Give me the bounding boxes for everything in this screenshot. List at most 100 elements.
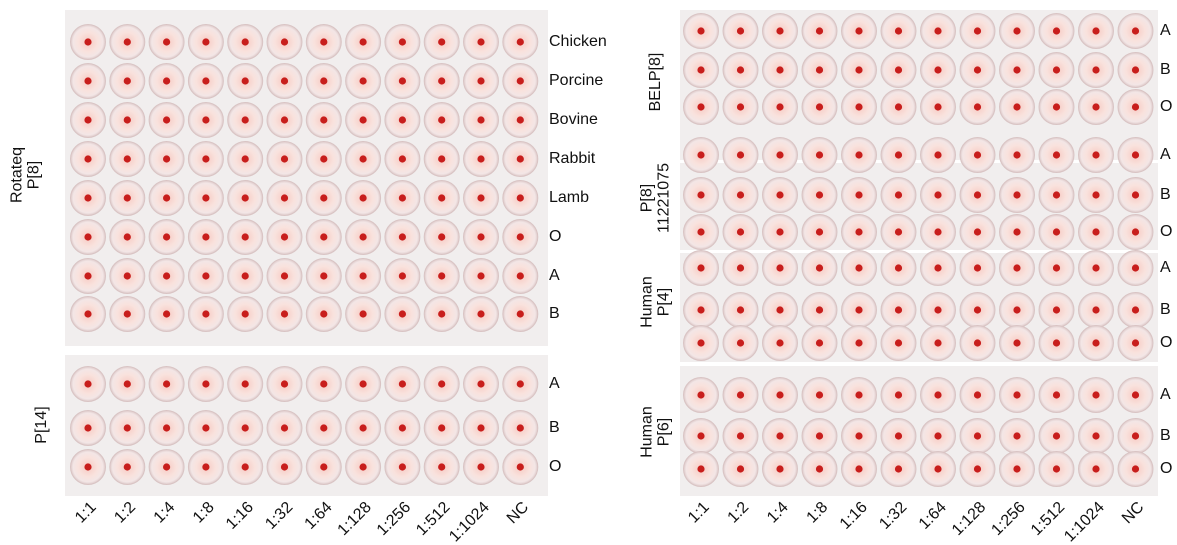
well-dot — [697, 339, 704, 346]
well-dot — [517, 380, 524, 387]
well-dot — [360, 116, 367, 123]
panel-label: Human — [639, 276, 656, 328]
well-dot — [360, 233, 367, 240]
well-dot — [281, 310, 288, 317]
well-dot — [202, 38, 209, 45]
panel-label: Human — [639, 406, 656, 458]
dilution-label: 1:8 — [190, 499, 218, 527]
well-dot — [934, 432, 941, 439]
well-dot — [895, 103, 902, 110]
well-dot — [517, 272, 524, 279]
well-dot — [202, 155, 209, 162]
dilution-label: NC — [1119, 499, 1147, 527]
well-dot — [1132, 264, 1139, 271]
panel-label: BELP[8] — [647, 53, 664, 112]
well-dot — [895, 391, 902, 398]
well-dot — [1013, 103, 1020, 110]
well-dot — [776, 391, 783, 398]
dilution-label: 1:32 — [876, 499, 910, 533]
well-dot — [776, 264, 783, 271]
well-dot — [895, 66, 902, 73]
well-dot — [320, 310, 327, 317]
dilution-label: 1:256 — [988, 499, 1028, 539]
well-dot — [737, 191, 744, 198]
well-dot — [934, 103, 941, 110]
well-dot — [360, 194, 367, 201]
dilution-label: 1:4 — [764, 499, 792, 527]
well-dot — [438, 155, 445, 162]
dilution-label: 1:2 — [725, 499, 753, 527]
row-label: A — [1160, 146, 1171, 163]
well-dot — [974, 228, 981, 235]
well-dot — [1132, 391, 1139, 398]
well-dot — [84, 116, 91, 123]
well-dot — [816, 191, 823, 198]
well-dot — [974, 391, 981, 398]
well-dot — [895, 191, 902, 198]
well-dot — [517, 233, 524, 240]
well-dot — [320, 272, 327, 279]
row-label: O — [1160, 98, 1172, 115]
well-dot — [855, 228, 862, 235]
well-dot — [360, 272, 367, 279]
well-dot — [1053, 151, 1060, 158]
well-dot — [974, 151, 981, 158]
well-dot — [697, 432, 704, 439]
well-dot — [737, 103, 744, 110]
well-dot — [855, 264, 862, 271]
well-dot — [816, 465, 823, 472]
well-dot — [242, 272, 249, 279]
row-label: B — [1160, 61, 1171, 78]
well-dot — [84, 424, 91, 431]
well-dot — [816, 66, 823, 73]
well-dot — [242, 116, 249, 123]
panel-label: P[8] — [639, 184, 656, 212]
well-dot — [1053, 391, 1060, 398]
well-dot — [438, 77, 445, 84]
row-label: A — [1160, 386, 1171, 403]
row-label: A — [1160, 259, 1171, 276]
well-dot — [895, 465, 902, 472]
well-dot — [776, 151, 783, 158]
well-dot — [517, 310, 524, 317]
dilution-label: 1:1024 — [446, 499, 493, 545]
dilution-label: 1:128 — [335, 499, 375, 539]
well-dot — [934, 339, 941, 346]
well-dot — [737, 306, 744, 313]
well-dot — [281, 233, 288, 240]
dilution-label: 1:16 — [223, 499, 257, 533]
well-dot — [124, 155, 131, 162]
well-dot — [124, 116, 131, 123]
dilution-label: 1:16 — [837, 499, 871, 533]
row-label: A — [1160, 22, 1171, 39]
well-dot — [697, 27, 704, 34]
well-dot — [1092, 306, 1099, 313]
well-dot — [281, 272, 288, 279]
well-dot — [517, 116, 524, 123]
well-dot — [934, 151, 941, 158]
dilution-label: 1:1 — [72, 499, 100, 527]
well-dot — [1092, 228, 1099, 235]
panel-label: Rotateq — [9, 147, 26, 203]
well-dot — [438, 424, 445, 431]
well-dot — [360, 424, 367, 431]
well-dot — [438, 310, 445, 317]
well-dot — [737, 151, 744, 158]
well-dot — [320, 38, 327, 45]
well-dot — [1013, 66, 1020, 73]
row-label: O — [1160, 334, 1172, 351]
well-dot — [816, 103, 823, 110]
well-dot — [477, 310, 484, 317]
well-dot — [438, 233, 445, 240]
well-dot — [477, 194, 484, 201]
well-dot — [360, 155, 367, 162]
well-dot — [1013, 432, 1020, 439]
well-dot — [816, 306, 823, 313]
row-label: O — [549, 228, 561, 245]
well-dot — [1092, 465, 1099, 472]
well-dot — [399, 38, 406, 45]
well-dot — [1013, 151, 1020, 158]
well-dot — [84, 155, 91, 162]
row-label: Chicken — [549, 33, 607, 50]
well-dot — [697, 391, 704, 398]
